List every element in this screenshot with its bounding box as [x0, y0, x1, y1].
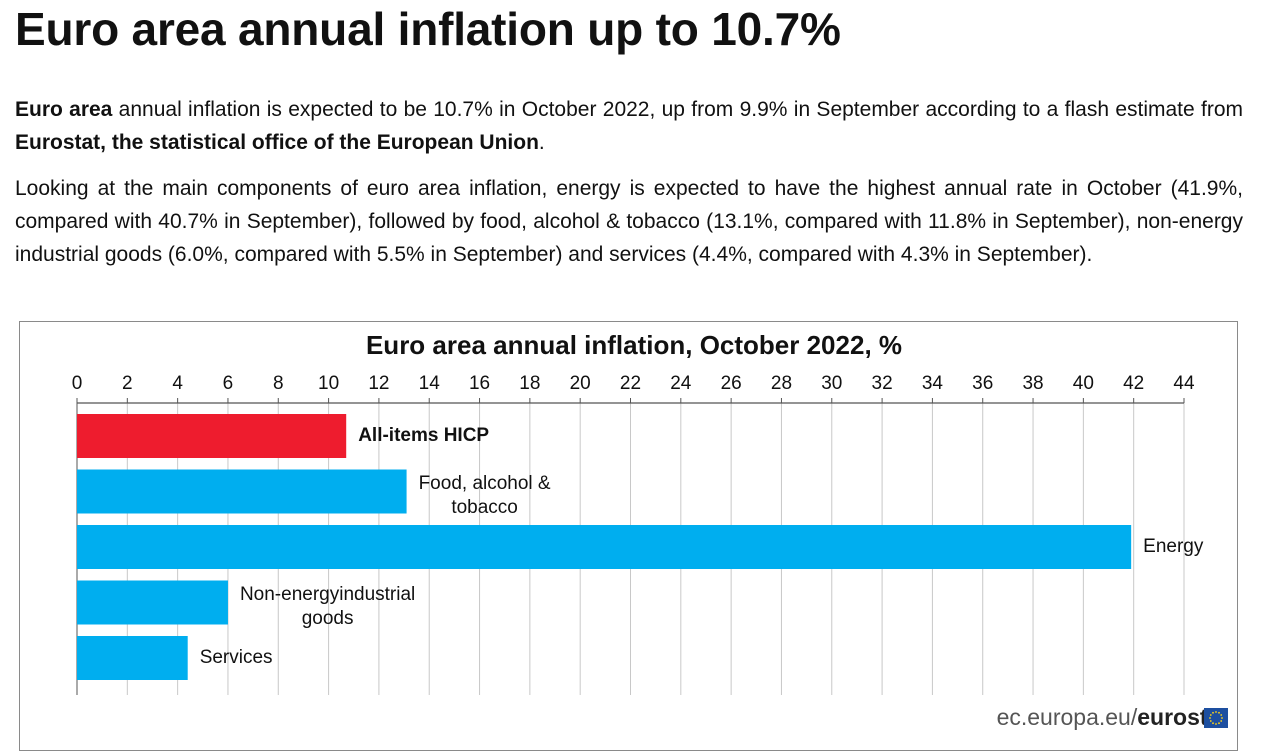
x-tick-label: 26 [721, 373, 742, 394]
chart-title: Euro area annual inflation, October 2022… [365, 330, 903, 360]
bar [77, 469, 407, 514]
category-label: Non-energyindustrial goods [239, 583, 416, 629]
x-tick-label: 6 [223, 373, 234, 394]
x-tick-label: 22 [620, 373, 641, 394]
x-tick-label: 36 [972, 373, 993, 394]
page-headline: Euro area annual inflation up to 10.7% [15, 3, 841, 55]
x-tick-label: 40 [1073, 373, 1094, 394]
x-tick-label: 2 [122, 373, 133, 394]
intro-bold-source: Eurostat, the statistical office of the … [15, 131, 539, 154]
x-tick-label: 0 [72, 373, 83, 394]
x-tick-label: 44 [1173, 373, 1195, 394]
x-tick-label: 12 [368, 373, 389, 394]
x-tick-label: 24 [670, 373, 692, 394]
source-url: ec.europa.eu/ [996, 704, 1138, 730]
components-paragraph: Looking at the main components of euro a… [15, 177, 1243, 266]
bar [77, 525, 1132, 569]
x-tick-label: 30 [821, 373, 842, 394]
x-tick-label: 8 [273, 373, 284, 394]
x-tick-label: 4 [172, 373, 183, 394]
eu-flag-icon [1204, 708, 1228, 728]
x-tick-label: 20 [570, 373, 591, 394]
category-label: Energy [1143, 536, 1204, 557]
x-tick-label: 42 [1123, 373, 1144, 394]
source-credit: ec.europa.eu/eurostat [997, 704, 1228, 731]
x-tick-label: 10 [318, 373, 339, 394]
x-tick-label: 18 [519, 373, 540, 394]
intro-bold-subject: Euro area [15, 98, 113, 121]
intro-text-end: . [538, 131, 545, 154]
x-tick-label: 16 [469, 373, 490, 394]
bar [77, 414, 347, 458]
x-tick-label: 14 [419, 373, 441, 394]
intro-paragraph: Euro area annual inflation is expected t… [15, 93, 1243, 159]
category-label: Services [199, 647, 273, 668]
intro-text: annual inflation is expected to be 10.7%… [112, 98, 1243, 121]
x-tick-label: 34 [922, 373, 944, 394]
bar [77, 580, 228, 625]
x-tick-label: 28 [771, 373, 792, 394]
category-label: All-items HICP [358, 425, 490, 446]
x-tick-label: 38 [1022, 373, 1043, 394]
category-label: Food, alcohol & tobacco [418, 472, 551, 518]
x-tick-label: 32 [872, 373, 893, 394]
bar [77, 636, 188, 680]
